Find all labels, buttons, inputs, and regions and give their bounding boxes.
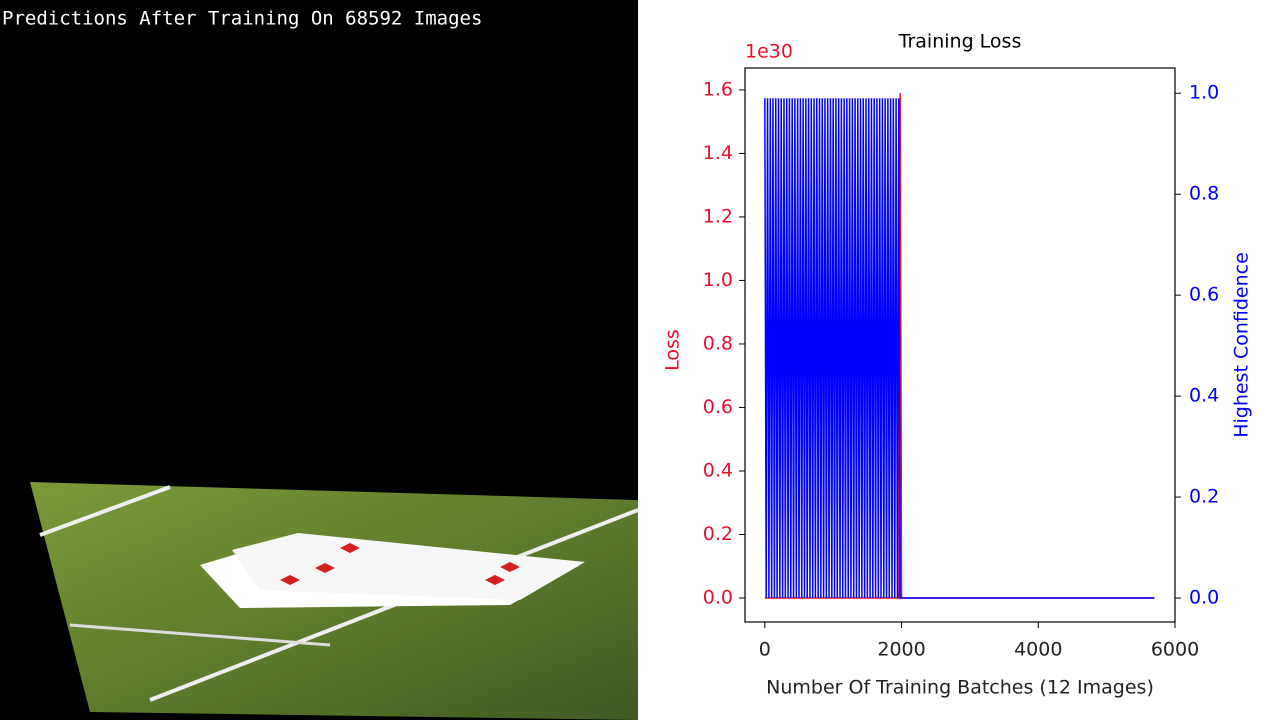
y-tick-label: 0.8 — [703, 332, 733, 354]
x-tick-label: 2000 — [877, 639, 925, 661]
y-axis-label: Loss — [662, 329, 684, 371]
overlay-text: Predictions After Training On 68592 Imag… — [2, 8, 482, 30]
scene-line — [69, 623, 331, 647]
y-tick-label: 0.4 — [703, 459, 733, 481]
chart: Training Loss 1e30 Number Of Training Batc… — [662, 31, 1253, 699]
x-tick-label: 4000 — [1014, 639, 1062, 661]
y2-tick-label: 0.2 — [1189, 486, 1219, 508]
y-tick-label: 0.0 — [703, 586, 733, 608]
y-tick-label: 0.2 — [703, 523, 733, 545]
y-tick-label: 1.6 — [703, 78, 733, 100]
x-tick-label: 6000 — [1151, 639, 1199, 661]
y-tick-label: 1.4 — [703, 142, 733, 164]
y2-tick-label: 0.4 — [1189, 385, 1219, 407]
y2-tick-label: 1.0 — [1189, 82, 1219, 104]
series-line — [764, 98, 1155, 599]
x-axis-label: Number Of Training Batches (12 Images) — [766, 677, 1154, 699]
chart-title: Training Loss — [898, 31, 1022, 53]
y2-tick-label: 0.8 — [1189, 183, 1219, 205]
scene-line — [39, 485, 171, 537]
y2-tick-label: 0.0 — [1189, 587, 1219, 609]
y-tick-label: 1.2 — [703, 205, 733, 227]
y2-axis-label: Highest Confidence — [1231, 252, 1253, 438]
x-tick-label: 0 — [759, 639, 771, 661]
plot-frame — [744, 67, 1176, 623]
card-pips — [280, 543, 520, 585]
y-tick-label: 0.6 — [703, 396, 733, 418]
y-offset-label: 1e30 — [745, 41, 793, 63]
y-tick-label: 1.0 — [703, 269, 733, 291]
y2-tick-label: 0.6 — [1189, 284, 1219, 306]
